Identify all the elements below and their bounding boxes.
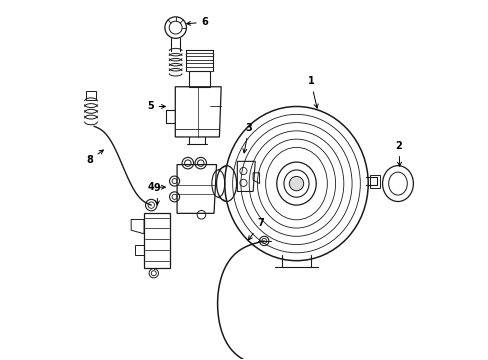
Text: 7: 7 (248, 218, 264, 240)
Text: 8: 8 (86, 150, 103, 165)
Text: 6: 6 (186, 17, 208, 27)
Text: 9: 9 (154, 183, 161, 205)
Text: 5: 5 (146, 102, 165, 112)
Circle shape (289, 176, 303, 191)
Text: 4: 4 (147, 182, 165, 192)
Text: 3: 3 (243, 123, 252, 153)
Text: 1: 1 (307, 76, 318, 108)
Text: 2: 2 (395, 141, 402, 166)
